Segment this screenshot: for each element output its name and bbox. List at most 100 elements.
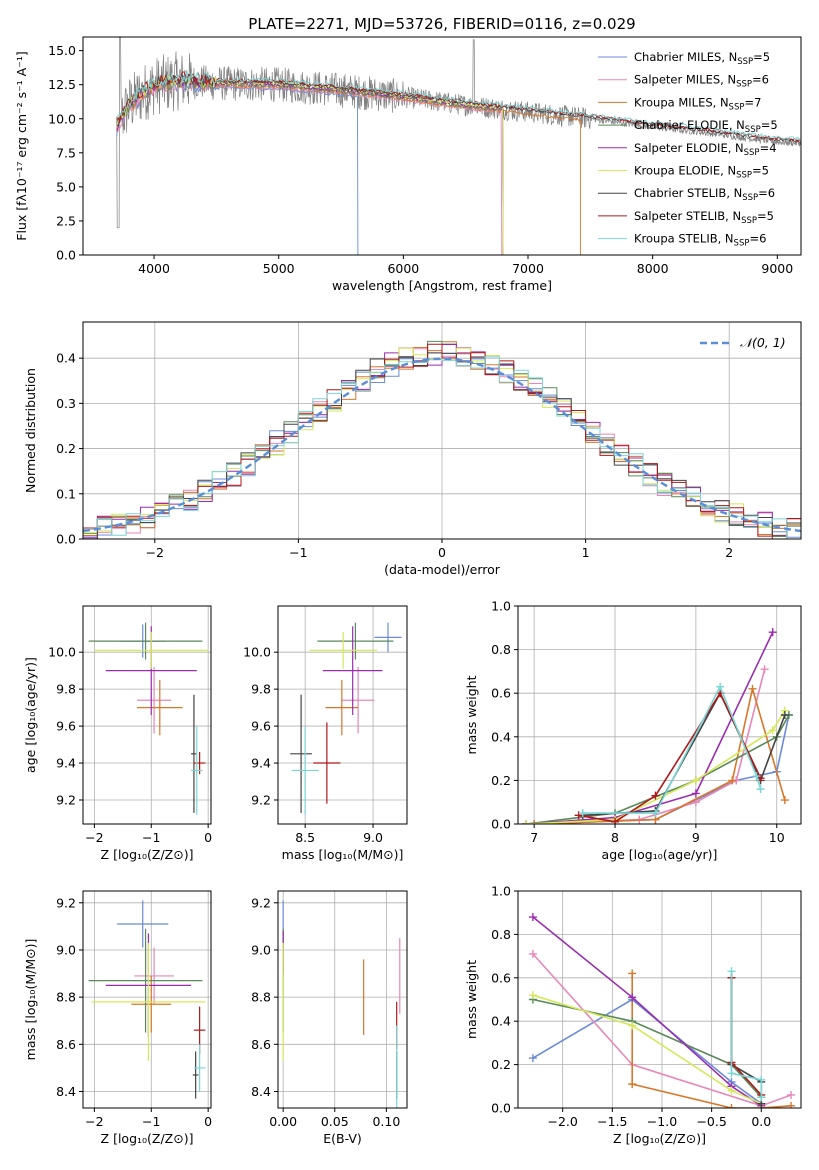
- model-line: [116, 76, 503, 255]
- series-line: [578, 691, 762, 823]
- y-tick-label: 10.0: [243, 645, 271, 660]
- x-tick-label: 0: [204, 1114, 212, 1129]
- axes-frame: [82, 890, 212, 1109]
- y-axis-label: age [log₁₀(age/yr)]: [23, 657, 38, 773]
- data-marker: [756, 785, 765, 794]
- x-tick-label: −2: [85, 830, 103, 845]
- x-axis-label: Z [log₁₀(Z/Z⊙)]: [101, 1131, 194, 1146]
- data-marker: [728, 776, 737, 785]
- y-tick-label: 1.0: [491, 884, 511, 899]
- model-line: [116, 70, 801, 141]
- data-marker: [780, 711, 789, 719]
- y-tick-label: 0.2: [491, 1057, 511, 1072]
- panel-massweight_vs_age: 7 8 9 10 0.0 0.2 0.4 0.6 0.8 1.0 age [log₁₀(age/yr…: [464, 599, 802, 862]
- y-tick-label: 0.0: [56, 248, 76, 263]
- x-tick-label: 0: [204, 830, 212, 845]
- errorbar-point: [134, 947, 175, 1005]
- data-marker: [528, 1054, 537, 1063]
- plot-area: [528, 913, 796, 1108]
- x-tick-label: −1.5: [597, 1114, 627, 1129]
- panel-residuals: −2 −1 0 1 2 0.0 0.1 0.2 0.3 0.4 (data-model)/error…: [23, 321, 802, 577]
- normal-curve: [83, 357, 801, 533]
- x-axis-label: E(B-V): [323, 1131, 362, 1146]
- axes-frame: [277, 605, 408, 825]
- series-line: [534, 669, 766, 824]
- x-tick-label: 8000: [637, 261, 669, 276]
- errorbar-point: [88, 928, 203, 1033]
- axes-frame: [82, 605, 212, 825]
- x-tick-label: −0.5: [696, 1114, 726, 1129]
- data-marker: [530, 820, 539, 824]
- legend-entry: Chabrier ELODIE, NSSP=5: [634, 118, 778, 135]
- x-tick-label: 4000: [138, 261, 170, 276]
- y-axis-label: mass [log₁₀(M/M⊙)]: [23, 939, 38, 1061]
- hist-salpeter-stelib: [83, 343, 801, 539]
- x-axis-label: (data-model)/error: [384, 562, 501, 577]
- y-axis-label: Flux [fλ10⁻¹⁷ erg cm⁻² s⁻¹ A⁻¹]: [14, 51, 29, 240]
- data-marker: [522, 820, 531, 824]
- figure-title: PLATE=2271, MJD=53726, FIBERID=0116, z=0…: [248, 15, 635, 33]
- data-spectrum: [116, 37, 801, 229]
- data-marker: [757, 1075, 766, 1084]
- y-tick-label: 15.0: [48, 43, 76, 58]
- x-tick-label: −1: [142, 1114, 160, 1129]
- errorbar-point: [193, 1044, 206, 1092]
- series-line: [532, 994, 762, 1105]
- data-marker: [691, 789, 700, 798]
- y-tick-label: 9.8: [56, 682, 76, 697]
- plot-area: [282, 900, 401, 1108]
- x-tick-label: −1.0: [647, 1114, 677, 1129]
- series-line: [526, 631, 774, 824]
- data-marker: [760, 665, 769, 674]
- legend-entry: Kroupa STELIB, NSSP=6: [634, 232, 766, 249]
- legend-entry: Kroupa ELODIE, NSSP=5: [634, 164, 769, 181]
- errorbar-point: [341, 666, 375, 734]
- x-tick-label: 7000: [512, 261, 544, 276]
- y-tick-label: 5.0: [56, 179, 76, 194]
- x-tick-label: 9: [692, 830, 700, 845]
- plot-area: [290, 622, 402, 815]
- y-tick-label: 9.2: [56, 895, 76, 910]
- axes-frame: [517, 890, 802, 1109]
- legend-entry: Salpeter STELIB, NSSP=5: [634, 209, 774, 226]
- y-tick-label: 0.8: [491, 927, 511, 942]
- errorbar-point: [322, 626, 383, 715]
- y-tick-label: 0.8: [491, 642, 511, 657]
- panel-spectrum: 4000 5000 6000 7000 8000 9000 0.0 2.5 5.0 7.5 10.0…: [14, 36, 802, 293]
- data-marker: [727, 967, 736, 976]
- data-marker: [611, 817, 620, 824]
- y-tick-label: 8.6: [251, 1037, 271, 1052]
- x-tick-label: 6000: [387, 261, 419, 276]
- y-tick-label: 8.8: [56, 990, 76, 1005]
- y-tick-label: 8.4: [56, 1084, 76, 1099]
- y-tick-label: 0.2: [56, 441, 76, 456]
- plot-area: [116, 37, 801, 255]
- x-tick-label: 0.00: [269, 1114, 297, 1129]
- x-tick-label: −1: [289, 545, 307, 560]
- errorbar-point: [291, 726, 319, 815]
- legend-entry: Salpeter ELODIE, NSSP=4: [634, 141, 777, 158]
- errorbar-point: [313, 722, 341, 804]
- y-tick-label: 9.2: [251, 792, 271, 807]
- y-tick-label: 9.2: [56, 792, 76, 807]
- data-marker: [727, 1104, 736, 1108]
- legend: Chabrier MILES, NSSP=5 Salpeter MILES, NS…: [598, 50, 778, 249]
- data-marker: [768, 726, 777, 735]
- data-marker: [780, 796, 789, 805]
- x-tick-label: 0.0: [751, 1114, 771, 1129]
- data-marker: [787, 1090, 796, 1099]
- data-marker: [528, 949, 537, 958]
- series-line: [532, 953, 792, 1107]
- y-tick-label: 1.0: [491, 599, 511, 614]
- data-marker: [628, 993, 637, 1002]
- y-tick-label: 8.4: [251, 1084, 271, 1099]
- x-tick-label: 1: [582, 545, 590, 560]
- model-line: [116, 78, 359, 255]
- y-axis-label: mass weight: [464, 675, 479, 754]
- x-tick-label: 9.0: [363, 830, 383, 845]
- x-axis-label: Z [log₁₀(Z/Z⊙)]: [101, 847, 194, 862]
- data-marker: [768, 628, 777, 637]
- y-tick-label: 0.4: [491, 1014, 511, 1029]
- y-tick-label: 0.4: [491, 729, 511, 744]
